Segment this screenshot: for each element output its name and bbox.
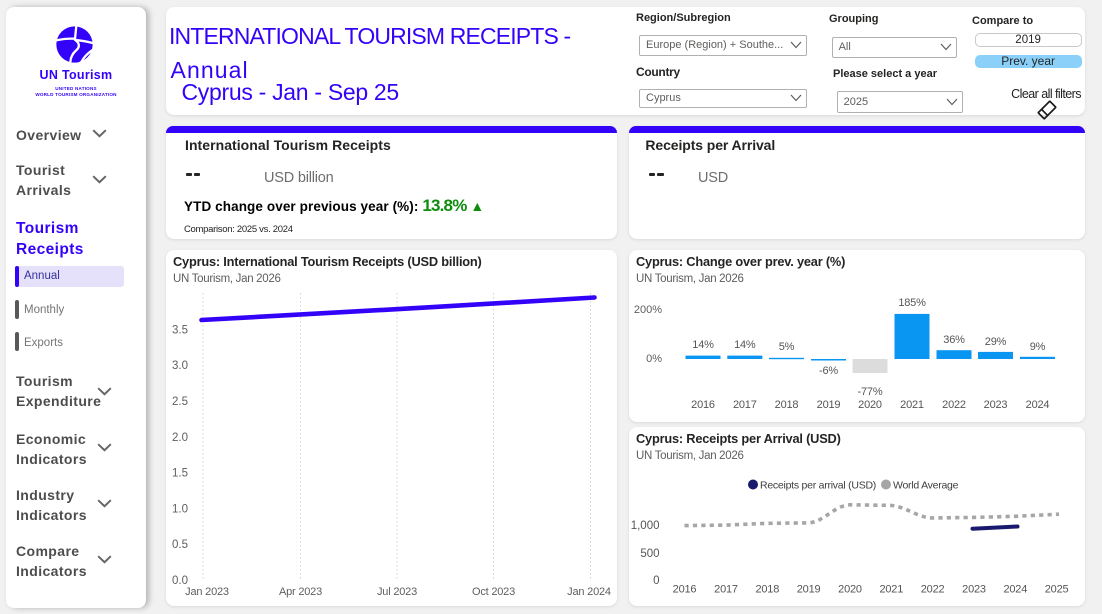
- svg-text:2019: 2019: [817, 399, 841, 411]
- svg-text:2024: 2024: [1003, 584, 1027, 596]
- svg-text:2021: 2021: [900, 399, 924, 411]
- svg-text:2018: 2018: [775, 399, 799, 411]
- svg-text:200%: 200%: [634, 304, 662, 316]
- svg-text:9%: 9%: [1030, 341, 1046, 353]
- svg-text:2020: 2020: [838, 584, 862, 596]
- svg-text:1.0: 1.0: [172, 503, 188, 515]
- svg-text:14%: 14%: [734, 339, 756, 351]
- svg-text:Oct 2023: Oct 2023: [472, 586, 515, 598]
- svg-text:Apr 2023: Apr 2023: [279, 586, 322, 598]
- svg-text:2022: 2022: [921, 584, 945, 596]
- svg-text:3.0: 3.0: [172, 360, 188, 372]
- svg-text:Jan 2024: Jan 2024: [567, 586, 611, 598]
- svg-text:2021: 2021: [879, 584, 903, 596]
- svg-text:2017: 2017: [714, 584, 738, 596]
- svg-text:500: 500: [640, 548, 659, 560]
- svg-text:World Average: World Average: [893, 480, 959, 492]
- svg-text:2023: 2023: [984, 399, 1008, 411]
- svg-text:Jan 2023: Jan 2023: [185, 586, 229, 598]
- svg-text:0%: 0%: [646, 353, 662, 365]
- svg-text:-6%: -6%: [819, 365, 838, 377]
- svg-text:2022: 2022: [942, 399, 966, 411]
- svg-text:2.0: 2.0: [172, 432, 188, 444]
- svg-text:-77%: -77%: [858, 386, 883, 398]
- svg-text:185%: 185%: [898, 297, 926, 309]
- svg-text:29%: 29%: [985, 336, 1007, 348]
- svg-text:2017: 2017: [733, 399, 757, 411]
- svg-text:2018: 2018: [755, 584, 779, 596]
- svg-text:5%: 5%: [779, 341, 795, 353]
- svg-text:Receipts per arrival (USD): Receipts per arrival (USD): [760, 480, 876, 492]
- svg-text:1,000: 1,000: [631, 520, 660, 532]
- svg-text:2019: 2019: [797, 584, 821, 596]
- svg-text:2016: 2016: [673, 584, 697, 596]
- svg-text:2024: 2024: [1026, 399, 1050, 411]
- svg-text:Jul 2023: Jul 2023: [377, 586, 417, 598]
- svg-text:0.0: 0.0: [172, 575, 188, 587]
- svg-text:2020: 2020: [858, 399, 882, 411]
- svg-text:1.5: 1.5: [172, 468, 188, 480]
- svg-text:2025: 2025: [1045, 584, 1069, 596]
- svg-text:0: 0: [653, 575, 659, 587]
- svg-text:0.5: 0.5: [172, 539, 188, 551]
- svg-text:2016: 2016: [691, 399, 715, 411]
- svg-text:2023: 2023: [962, 584, 986, 596]
- svg-text:2.5: 2.5: [172, 396, 188, 408]
- svg-text:36%: 36%: [943, 334, 965, 346]
- svg-text:3.5: 3.5: [172, 324, 188, 336]
- svg-text:14%: 14%: [692, 339, 714, 351]
